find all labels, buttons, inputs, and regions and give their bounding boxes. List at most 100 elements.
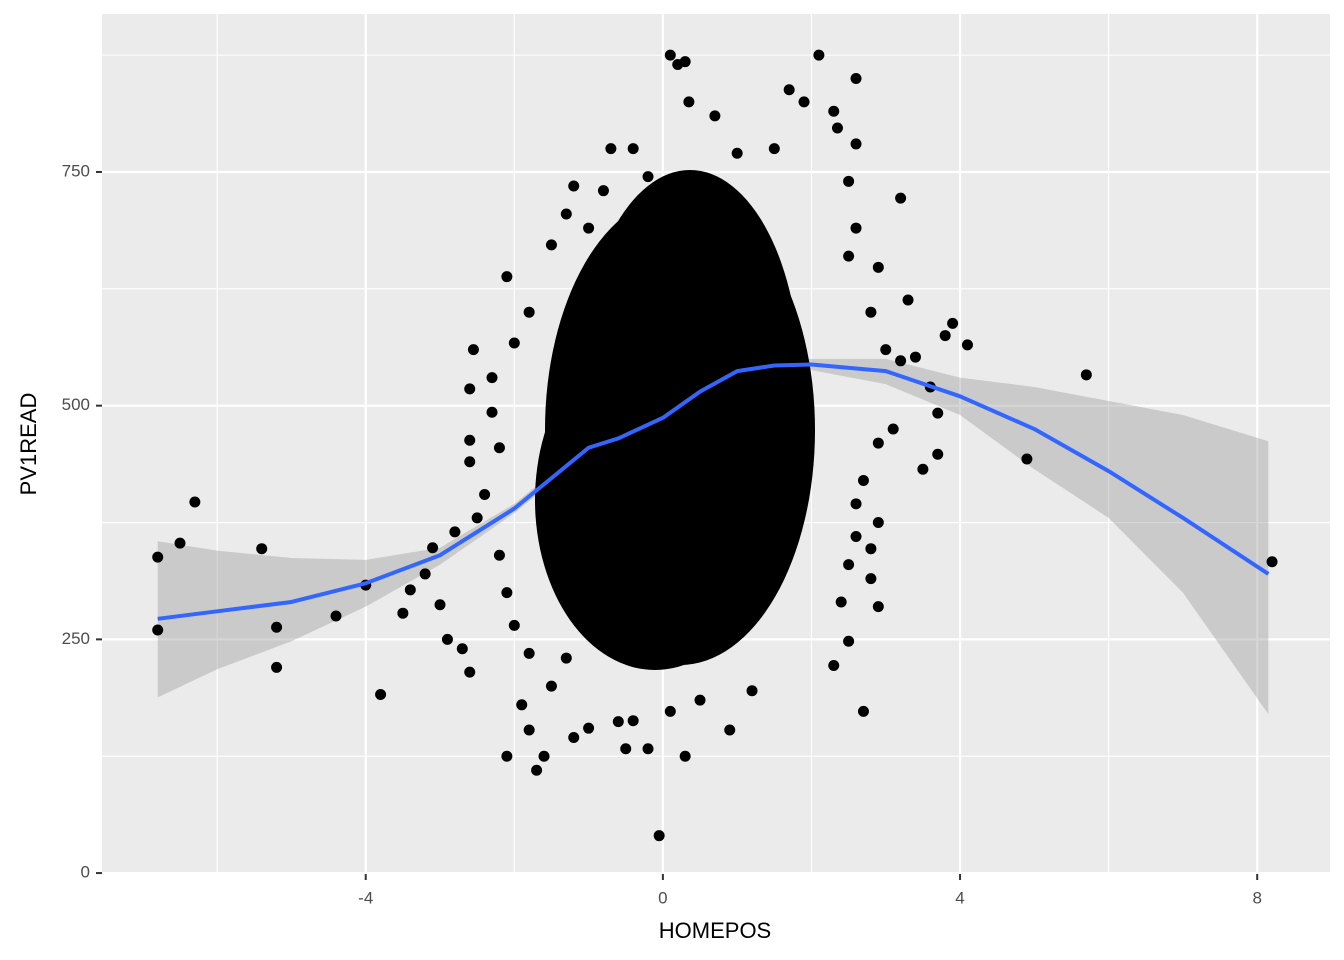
point xyxy=(961,339,973,351)
point xyxy=(434,599,446,611)
point xyxy=(843,635,855,647)
smooth-line xyxy=(157,362,1270,621)
point xyxy=(531,764,543,776)
point xyxy=(493,442,505,454)
point xyxy=(612,716,624,728)
point xyxy=(523,647,535,659)
point xyxy=(902,294,914,306)
point xyxy=(828,105,840,117)
point xyxy=(538,750,550,762)
point xyxy=(523,724,535,736)
point xyxy=(568,180,580,192)
point xyxy=(831,122,843,134)
point xyxy=(597,185,609,197)
point xyxy=(523,306,535,318)
point xyxy=(872,261,884,273)
point xyxy=(850,138,862,150)
point xyxy=(501,271,513,283)
point xyxy=(683,96,695,108)
point xyxy=(486,406,498,418)
point xyxy=(271,661,283,673)
point xyxy=(449,526,461,538)
point xyxy=(256,543,268,555)
point xyxy=(568,732,580,744)
point xyxy=(895,355,907,367)
point xyxy=(843,559,855,571)
point xyxy=(560,208,572,220)
point xyxy=(709,110,721,122)
point xyxy=(620,743,632,755)
point xyxy=(843,250,855,262)
point xyxy=(464,383,476,395)
point xyxy=(679,750,691,762)
point xyxy=(872,437,884,449)
point xyxy=(642,743,654,755)
point xyxy=(798,96,810,108)
point xyxy=(694,694,706,706)
point xyxy=(872,517,884,529)
point xyxy=(679,56,691,68)
point xyxy=(746,685,758,697)
x-tick-label: 0 xyxy=(658,888,667,907)
point xyxy=(932,448,944,460)
point xyxy=(1021,453,1033,465)
point xyxy=(850,73,862,84)
point xyxy=(828,660,840,672)
y-tick-label: 500 xyxy=(62,395,90,414)
x-axis-title: HOMEPOS xyxy=(659,918,771,943)
point xyxy=(835,596,847,608)
point xyxy=(895,192,907,204)
point xyxy=(508,337,520,349)
point xyxy=(397,607,409,619)
point xyxy=(605,143,617,155)
point xyxy=(441,633,453,645)
point xyxy=(271,621,283,633)
point xyxy=(152,624,164,636)
point xyxy=(189,496,201,508)
point xyxy=(939,330,951,342)
y-tick-label: 750 xyxy=(62,161,90,180)
point xyxy=(872,601,884,613)
point xyxy=(865,306,877,318)
x-tick-label: -4 xyxy=(358,888,373,907)
point xyxy=(467,344,479,356)
point xyxy=(724,724,736,736)
point xyxy=(932,407,944,419)
point xyxy=(1080,369,1092,381)
point xyxy=(501,587,513,599)
point xyxy=(493,549,505,561)
point xyxy=(843,175,855,187)
x-tick-label: 4 xyxy=(955,888,964,907)
point xyxy=(486,372,498,384)
point xyxy=(419,568,431,580)
point xyxy=(583,222,595,234)
point xyxy=(731,147,743,159)
point xyxy=(464,666,476,678)
point xyxy=(330,610,342,622)
point xyxy=(909,351,921,363)
point xyxy=(768,143,780,155)
point xyxy=(627,143,639,155)
y-tick-label: 250 xyxy=(62,629,90,648)
point xyxy=(404,584,416,596)
point xyxy=(627,715,639,727)
point xyxy=(375,689,387,701)
point xyxy=(947,317,959,329)
point xyxy=(501,750,513,762)
point xyxy=(583,722,595,734)
point xyxy=(664,49,676,61)
point xyxy=(545,239,557,251)
dense-point-cloud xyxy=(535,330,775,670)
point xyxy=(516,699,528,711)
point xyxy=(471,512,483,524)
point xyxy=(642,171,654,183)
point xyxy=(813,49,825,61)
point xyxy=(865,573,877,585)
point xyxy=(850,498,862,510)
point xyxy=(1266,556,1278,568)
point xyxy=(850,531,862,543)
point xyxy=(152,551,164,563)
point xyxy=(857,474,869,486)
point xyxy=(464,434,476,446)
